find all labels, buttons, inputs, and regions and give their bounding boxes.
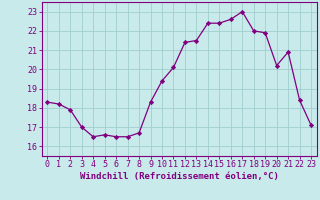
X-axis label: Windchill (Refroidissement éolien,°C): Windchill (Refroidissement éolien,°C) bbox=[80, 172, 279, 181]
